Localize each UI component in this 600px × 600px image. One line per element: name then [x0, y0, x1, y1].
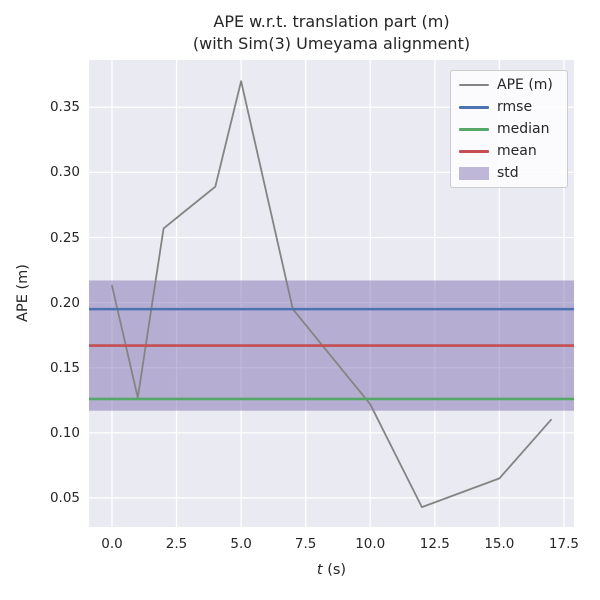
legend-item-ape: APE (m): [451, 74, 567, 96]
legend-label: mean: [497, 143, 537, 159]
x-axis-label-unit: (s): [327, 562, 347, 578]
legend-item-mean: mean: [451, 140, 567, 162]
legend-label: rmse: [497, 99, 533, 115]
x-tick-label: 12.5: [419, 536, 450, 552]
x-axis-label-variable: t: [316, 562, 323, 578]
y-tick-label: 0.20: [49, 294, 80, 311]
median-legend-swatch: [459, 127, 489, 131]
y-axis-label: APE (m): [15, 264, 31, 322]
chart-canvas: [89, 60, 574, 527]
y-tick-label: 0.15: [49, 359, 80, 376]
ape-legend-swatch: [459, 84, 489, 86]
y-tick-label: 0.30: [49, 164, 80, 181]
x-tick-label: 7.5: [294, 536, 317, 552]
y-tick-label: 0.25: [49, 229, 80, 246]
legend-item-std: std: [451, 162, 567, 184]
x-tick-label: 10.0: [355, 536, 386, 552]
std-legend-swatch: [459, 166, 489, 180]
x-tick-label: 2.5: [165, 536, 188, 552]
legend-item-rmse: rmse: [451, 96, 567, 118]
legend: APE (m) rmse median mean std: [450, 70, 568, 188]
y-tick-label: 0.05: [49, 489, 80, 506]
legend-item-median: median: [451, 118, 567, 140]
x-tick-label: 15.0: [484, 536, 515, 552]
x-tick-label: 17.5: [548, 536, 579, 552]
x-tick-label: 5.0: [230, 536, 252, 552]
x-axis-label: t (s): [89, 562, 574, 578]
x-tick-label: 0.0: [101, 536, 123, 552]
chart-title-line2: (with Sim(3) Umeyama alignment): [192, 34, 471, 53]
mean-legend-swatch: [459, 149, 489, 153]
chart-title: APE w.r.t. translation part (m) (with Si…: [89, 11, 574, 55]
rmse-legend-swatch: [459, 105, 489, 109]
legend-label: APE (m): [497, 77, 553, 93]
legend-label: std: [497, 165, 519, 181]
y-tick-label: 0.35: [49, 99, 80, 116]
legend-label: median: [497, 121, 550, 137]
chart-title-line1: APE w.r.t. translation part (m): [213, 12, 450, 31]
ape-line: [111, 80, 552, 509]
y-tick-label: 0.10: [49, 424, 80, 441]
